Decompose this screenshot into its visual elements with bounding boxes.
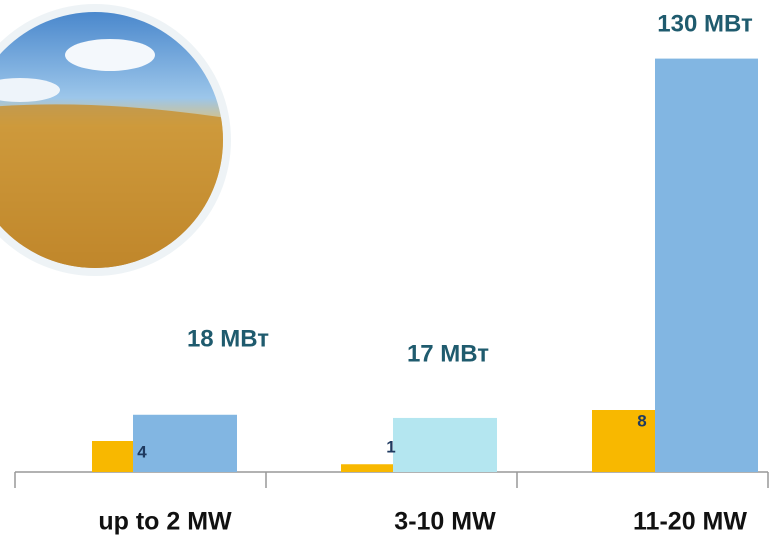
value-label: 8 xyxy=(637,411,646,430)
value-label: 17 МВт xyxy=(407,340,489,367)
bar xyxy=(655,58,758,472)
x-tick-label: 11-20 MW xyxy=(633,508,747,536)
value-label: 4 xyxy=(137,442,147,461)
bar xyxy=(133,414,237,472)
field-photo xyxy=(0,4,231,276)
value-label: 1 xyxy=(386,437,395,456)
x-tick-label: up to 2 MW xyxy=(98,508,232,536)
value-label: 18 МВт xyxy=(187,325,269,352)
bar xyxy=(393,417,497,472)
value-label: 130 МВт xyxy=(657,10,753,37)
x-axis xyxy=(14,471,769,488)
x-tick-label: 3-10 MW xyxy=(394,508,496,536)
bar xyxy=(341,464,440,472)
